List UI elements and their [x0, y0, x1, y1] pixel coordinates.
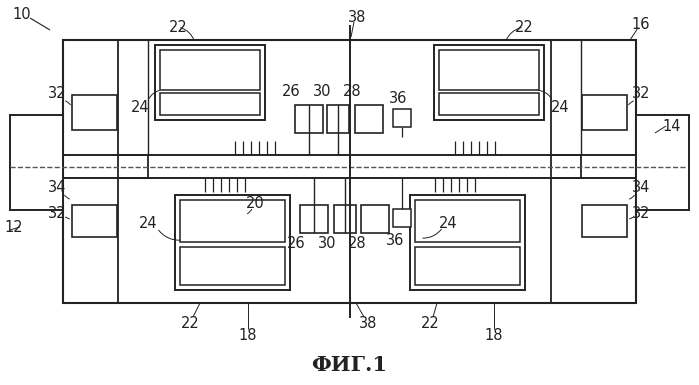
- Text: 22: 22: [168, 20, 187, 35]
- Bar: [180, 247, 285, 285]
- Bar: [393, 209, 411, 227]
- Bar: [582, 205, 627, 237]
- Bar: [415, 200, 520, 242]
- Text: 10: 10: [13, 7, 31, 22]
- Bar: [434, 45, 544, 120]
- Bar: [582, 95, 627, 130]
- Text: 30: 30: [312, 84, 331, 99]
- Text: 28: 28: [347, 236, 366, 251]
- Bar: [72, 95, 117, 130]
- Text: 26: 26: [282, 84, 301, 99]
- Bar: [415, 247, 520, 285]
- Text: ФИГ.1: ФИГ.1: [311, 355, 387, 375]
- Text: 24: 24: [551, 99, 569, 114]
- Text: 14: 14: [663, 119, 682, 134]
- Text: 16: 16: [632, 17, 650, 32]
- Text: 20: 20: [245, 196, 264, 211]
- Bar: [63, 40, 636, 303]
- Bar: [636, 115, 689, 210]
- Bar: [393, 109, 411, 127]
- Text: 30: 30: [318, 236, 336, 251]
- Text: 26: 26: [287, 236, 305, 251]
- Bar: [160, 50, 260, 90]
- Text: 32: 32: [48, 85, 66, 100]
- Bar: [180, 200, 285, 242]
- Text: 28: 28: [343, 84, 361, 99]
- Bar: [410, 195, 525, 290]
- Bar: [355, 105, 383, 133]
- Bar: [439, 93, 539, 115]
- Text: 22: 22: [421, 315, 440, 330]
- Text: 24: 24: [439, 216, 457, 231]
- Text: 24: 24: [131, 99, 150, 114]
- Text: 32: 32: [632, 206, 650, 221]
- Text: 22: 22: [514, 20, 533, 35]
- Bar: [439, 50, 539, 90]
- Text: 32: 32: [48, 206, 66, 221]
- Bar: [300, 205, 328, 233]
- Bar: [334, 205, 356, 233]
- Text: 18: 18: [484, 328, 503, 343]
- Text: 34: 34: [632, 179, 650, 194]
- Bar: [10, 115, 63, 210]
- Text: 12: 12: [5, 219, 23, 234]
- Bar: [175, 195, 290, 290]
- Bar: [160, 93, 260, 115]
- Bar: [295, 105, 323, 133]
- Text: 38: 38: [359, 315, 377, 330]
- Text: 34: 34: [48, 179, 66, 194]
- Bar: [155, 45, 265, 120]
- Bar: [361, 205, 389, 233]
- Text: 36: 36: [389, 90, 408, 105]
- Bar: [327, 105, 349, 133]
- Bar: [118, 155, 148, 178]
- Text: 38: 38: [348, 10, 366, 25]
- Text: 36: 36: [386, 233, 404, 248]
- Bar: [551, 155, 581, 178]
- Text: 32: 32: [632, 85, 650, 100]
- Bar: [72, 205, 117, 237]
- Text: 24: 24: [138, 216, 157, 231]
- Text: 22: 22: [180, 315, 199, 330]
- Text: 18: 18: [239, 328, 257, 343]
